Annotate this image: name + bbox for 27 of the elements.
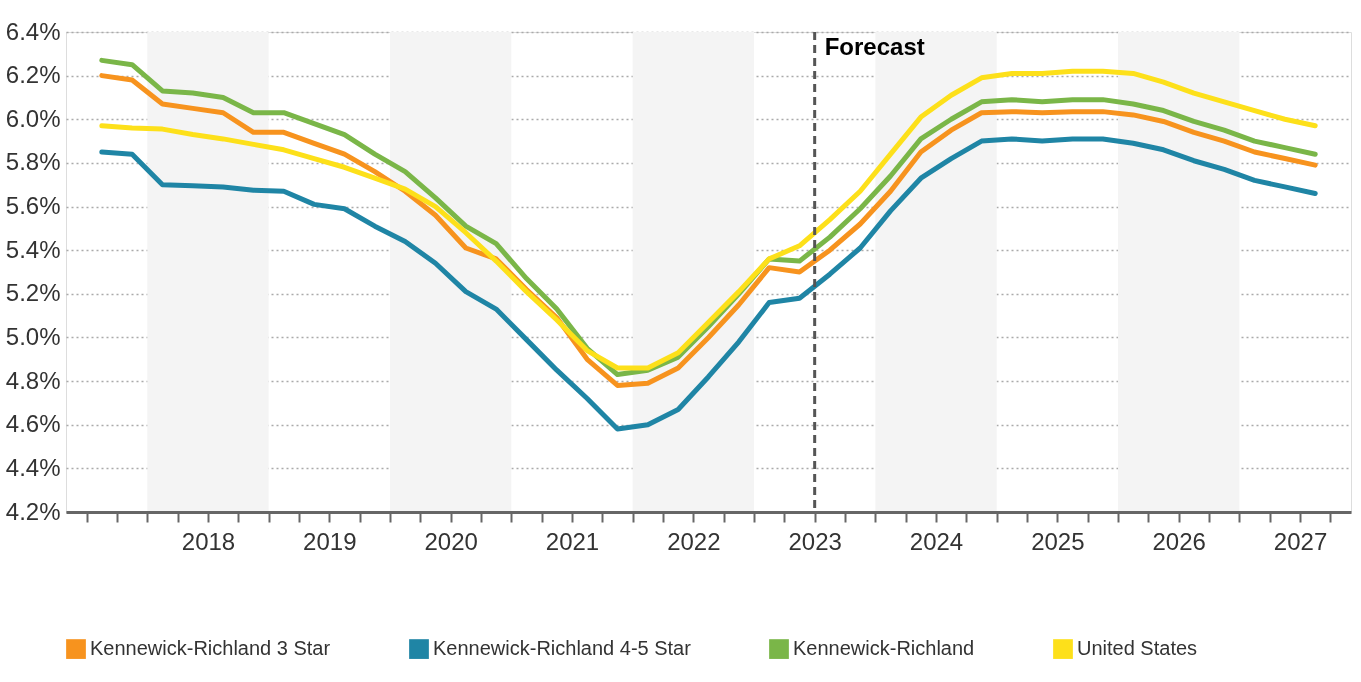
x-tick-label: 2022 <box>667 527 721 555</box>
x-tick-label: 2019 <box>303 527 357 555</box>
x-tick-label: 2018 <box>181 527 236 555</box>
y-tick-label: 5.8% <box>5 148 61 176</box>
y-tick-label: 6.4% <box>5 17 61 45</box>
x-tick-label: 2020 <box>424 527 478 555</box>
y-tick-label: 5.2% <box>5 279 61 307</box>
y-tick-label: 4.4% <box>5 453 61 481</box>
y-tick-label: 6.0% <box>5 104 61 132</box>
x-tick-label: 2021 <box>545 527 600 555</box>
ref-line-label: Forecast <box>824 33 925 60</box>
x-tick-label: 2027 <box>1273 527 1328 555</box>
legend-label: Kennewick-Richland 4-5 Star <box>433 637 692 660</box>
y-tick-label: 5.6% <box>5 192 61 220</box>
y-tick-label: 4.6% <box>5 410 61 438</box>
x-tick-label: 2025 <box>1031 527 1085 555</box>
y-tick-label: 5.0% <box>5 322 61 350</box>
x-tick-label: 2026 <box>1152 527 1206 555</box>
y-tick-label: 5.4% <box>5 235 61 263</box>
x-tick-label: 2024 <box>909 527 964 555</box>
legend-label: Kennewick-Richland <box>793 637 975 660</box>
y-tick-label: 4.2% <box>5 497 61 525</box>
legend-label: Kennewick-Richland 3 Star <box>90 637 331 660</box>
x-tick-label: 2023 <box>788 527 842 555</box>
y-tick-label: 6.2% <box>5 61 61 89</box>
legend-label: United States <box>1077 637 1198 660</box>
y-tick-label: 4.8% <box>5 366 61 394</box>
